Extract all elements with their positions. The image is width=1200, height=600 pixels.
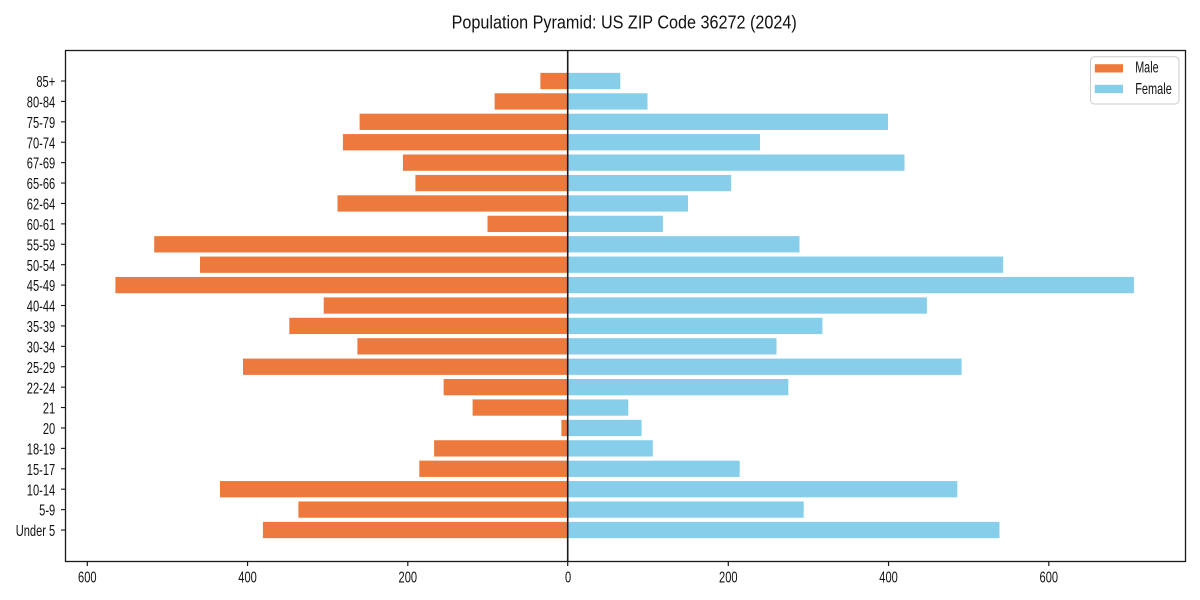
svg-text:21: 21 <box>43 400 55 417</box>
svg-text:400: 400 <box>879 569 898 586</box>
svg-text:80-84: 80-84 <box>27 94 56 111</box>
svg-text:62-64: 62-64 <box>27 196 56 213</box>
svg-text:22-24: 22-24 <box>27 379 56 396</box>
svg-text:10-14: 10-14 <box>27 481 56 498</box>
svg-text:70-74: 70-74 <box>27 134 56 151</box>
svg-text:600: 600 <box>1040 569 1059 586</box>
svg-text:20: 20 <box>43 420 56 437</box>
svg-text:65-66: 65-66 <box>27 175 56 192</box>
svg-text:30-34: 30-34 <box>27 339 56 356</box>
svg-text:75-79: 75-79 <box>27 114 55 131</box>
svg-text:Female: Female <box>1135 80 1172 98</box>
svg-text:200: 200 <box>399 569 418 586</box>
svg-text:Population Pyramid: US ZIP Cod: Population Pyramid: US ZIP Code 36272 (2… <box>452 11 797 32</box>
svg-text:85+: 85+ <box>36 73 55 90</box>
svg-text:55-59: 55-59 <box>27 236 55 253</box>
svg-text:5-9: 5-9 <box>39 502 55 519</box>
svg-text:0: 0 <box>565 569 571 586</box>
svg-text:15-17: 15-17 <box>27 461 55 478</box>
svg-text:60-61: 60-61 <box>27 216 55 233</box>
svg-text:67-69: 67-69 <box>27 155 55 172</box>
svg-text:50-54: 50-54 <box>27 257 56 274</box>
svg-text:35-39: 35-39 <box>27 318 55 335</box>
svg-text:Under 5: Under 5 <box>16 522 56 539</box>
svg-text:400: 400 <box>238 569 257 586</box>
svg-text:40-44: 40-44 <box>27 298 56 315</box>
svg-text:600: 600 <box>78 569 97 586</box>
svg-text:45-49: 45-49 <box>27 277 55 294</box>
svg-text:25-29: 25-29 <box>27 359 55 376</box>
svg-text:Male: Male <box>1135 59 1158 76</box>
svg-text:18-19: 18-19 <box>27 441 55 458</box>
svg-text:200: 200 <box>719 569 738 586</box>
